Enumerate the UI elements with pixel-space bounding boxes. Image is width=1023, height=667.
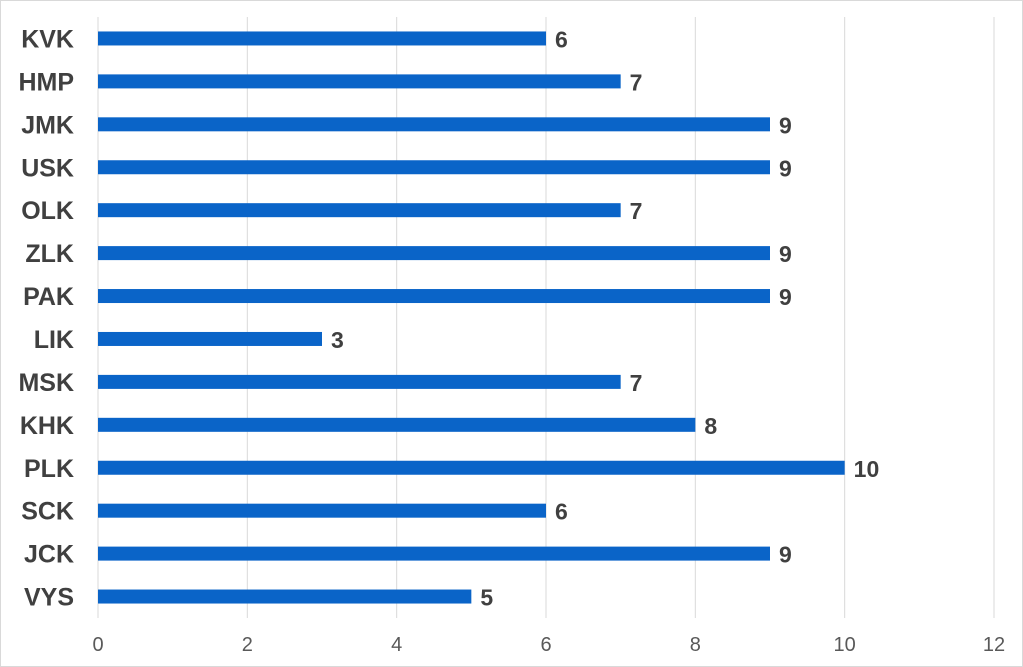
category-label: LIK <box>34 326 74 354</box>
data-label: 7 <box>630 198 643 224</box>
x-tick-label: 12 <box>983 634 1005 656</box>
x-tick-label: 10 <box>834 634 856 656</box>
x-tick-label: 0 <box>92 634 103 656</box>
x-tick-label: 8 <box>690 634 701 656</box>
category-label: JMK <box>21 111 74 139</box>
x-axis-ticks: 0 2 4 6 8 10 12 <box>92 634 1005 656</box>
bar-khk <box>98 417 696 432</box>
bar-sck <box>98 503 546 518</box>
data-label: 9 <box>779 284 792 310</box>
data-labels: 6 7 9 9 7 9 9 3 7 8 10 6 9 5 <box>331 26 879 610</box>
category-label: JCK <box>24 541 74 569</box>
bar-pak <box>98 289 770 304</box>
x-tick-label: 2 <box>242 634 253 656</box>
bar-jmk <box>98 117 770 132</box>
gridlines <box>97 17 995 618</box>
data-label: 9 <box>779 542 792 568</box>
bar-plk <box>98 460 845 475</box>
data-label: 6 <box>555 499 568 525</box>
data-label: 7 <box>630 370 643 396</box>
category-label: KVK <box>21 25 74 53</box>
bars <box>98 31 845 604</box>
x-tick-label: 6 <box>540 634 551 656</box>
category-label: PLK <box>24 455 74 483</box>
data-label: 7 <box>630 69 643 95</box>
category-label: KHK <box>20 412 74 440</box>
x-tick-label: 4 <box>391 634 402 656</box>
category-label: VYS <box>24 584 74 612</box>
bar-msk <box>98 374 621 389</box>
bar-olk <box>98 203 621 218</box>
category-label: HMP <box>18 68 74 96</box>
category-label: MSK <box>18 369 74 397</box>
data-label: 9 <box>779 241 792 267</box>
bar-vys <box>98 589 472 604</box>
category-label: OLK <box>21 197 74 225</box>
bar-usk <box>98 160 770 175</box>
category-labels: KVK HMP JMK USK OLK ZLK PAK LIK MSK KHK PLK SCK JCK V… <box>18 25 74 611</box>
category-label: USK <box>21 154 74 182</box>
data-label: 8 <box>704 413 717 439</box>
data-label: 9 <box>779 155 792 181</box>
data-label: 5 <box>480 585 493 611</box>
bar-kvk <box>98 31 546 46</box>
category-label: ZLK <box>25 240 74 268</box>
bar-zlk <box>98 246 770 261</box>
bar-hmp <box>98 74 621 89</box>
category-label: SCK <box>21 498 74 526</box>
category-label: PAK <box>23 283 74 311</box>
bar-lik <box>98 331 322 346</box>
bar-jck <box>98 546 770 561</box>
data-label: 6 <box>555 26 568 52</box>
data-label: 3 <box>331 327 344 353</box>
data-label: 10 <box>854 456 880 482</box>
data-label: 9 <box>779 112 792 138</box>
